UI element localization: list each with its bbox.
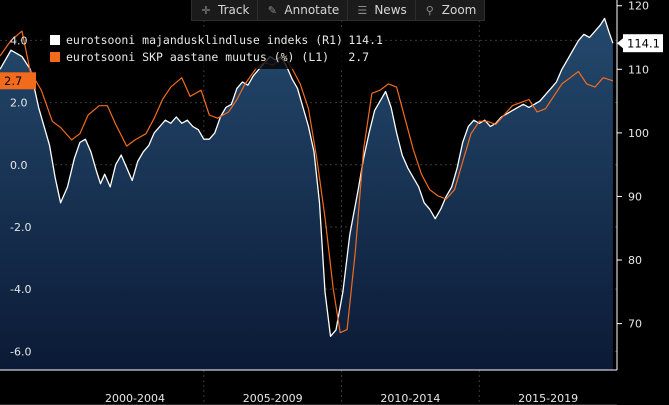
left-value-badge: 2.7 [0, 72, 36, 90]
left-tick-label: -4.0 [10, 283, 31, 296]
legend-name-gdp: eurotsooni SKP aastane muutus (%) (L1) [66, 50, 330, 64]
right-axis-ticks: 120 110 100 90 80 70 [617, 0, 649, 331]
legend: eurotsooni majandusklindluse indeks (R1)… [43, 29, 383, 69]
news-label: News [374, 3, 407, 17]
legend-swatch-gdp [50, 52, 60, 62]
left-tick-label: 0.0 [10, 159, 28, 172]
x-tick-label: 2010-2014 [380, 392, 440, 405]
right-tick-label: 110 [628, 63, 649, 76]
news-button[interactable]: ☰ News [348, 0, 416, 20]
left-tick-label: 4.0 [10, 34, 28, 47]
legend-entry-index[interactable]: eurotsooni majandusklindluse indeks (R1)… [50, 32, 383, 48]
left-tick-label: -2.0 [10, 221, 31, 234]
right-badge-value: 114.1 [627, 37, 660, 51]
right-tick-label: 90 [628, 190, 642, 203]
annotate-button[interactable]: ✎ Annotate [258, 0, 349, 20]
x-tick-label: 2005-2009 [243, 392, 303, 405]
crosshair-icon: ✛ [201, 3, 211, 17]
series-lines [0, 17, 614, 337]
series-line-0 [0, 17, 614, 337]
left-tick-label: -6.0 [10, 345, 31, 358]
x-tick-label: 2000-2004 [105, 392, 165, 405]
news-icon: ☰ [357, 3, 368, 17]
left-axis-ticks: 4.0 2.0 0.0 -2.0 -4.0 -6.0 [10, 34, 31, 358]
series-line-1 [0, 30, 614, 334]
left-tick-label: 2.0 [10, 97, 28, 110]
axes [0, 0, 618, 405]
series-area-0 [0, 18, 613, 371]
right-value-badge: 114.1 [617, 34, 663, 53]
chart-toolbar: ✛ Track ✎ Annotate ☰ News ⚲ Zoom [191, 0, 486, 21]
legend-value-gdp: 2.7 [348, 50, 370, 64]
magnifier-icon: ⚲ [425, 3, 434, 17]
right-tick-label: 120 [628, 0, 649, 13]
zoom-label: Zoom [441, 3, 477, 17]
x-axis-ticks: 2000-2004 2005-2009 2010-2014 2015-2019 [105, 392, 578, 405]
legend-value-index: 114.1 [348, 33, 383, 47]
zoom-button[interactable]: ⚲ Zoom [416, 0, 485, 20]
right-tick-label: 70 [628, 318, 642, 331]
pencil-icon: ✎ [267, 3, 278, 17]
track-label: Track [218, 3, 250, 17]
right-tick-label: 100 [628, 127, 649, 140]
legend-entry-gdp[interactable]: eurotsooni SKP aastane muutus (%) (L1) 2… [50, 49, 369, 65]
legend-swatch-index [50, 35, 60, 45]
x-tick-label: 2015-2019 [518, 392, 578, 405]
right-tick-label: 80 [628, 254, 642, 267]
index-area [0, 18, 613, 371]
left-badge-value: 2.7 [4, 74, 22, 88]
legend-name-index: eurotsooni majandusklindluse indeks (R1) [66, 33, 343, 47]
annotate-label: Annotate [284, 3, 340, 17]
track-button[interactable]: ✛ Track [192, 0, 259, 20]
